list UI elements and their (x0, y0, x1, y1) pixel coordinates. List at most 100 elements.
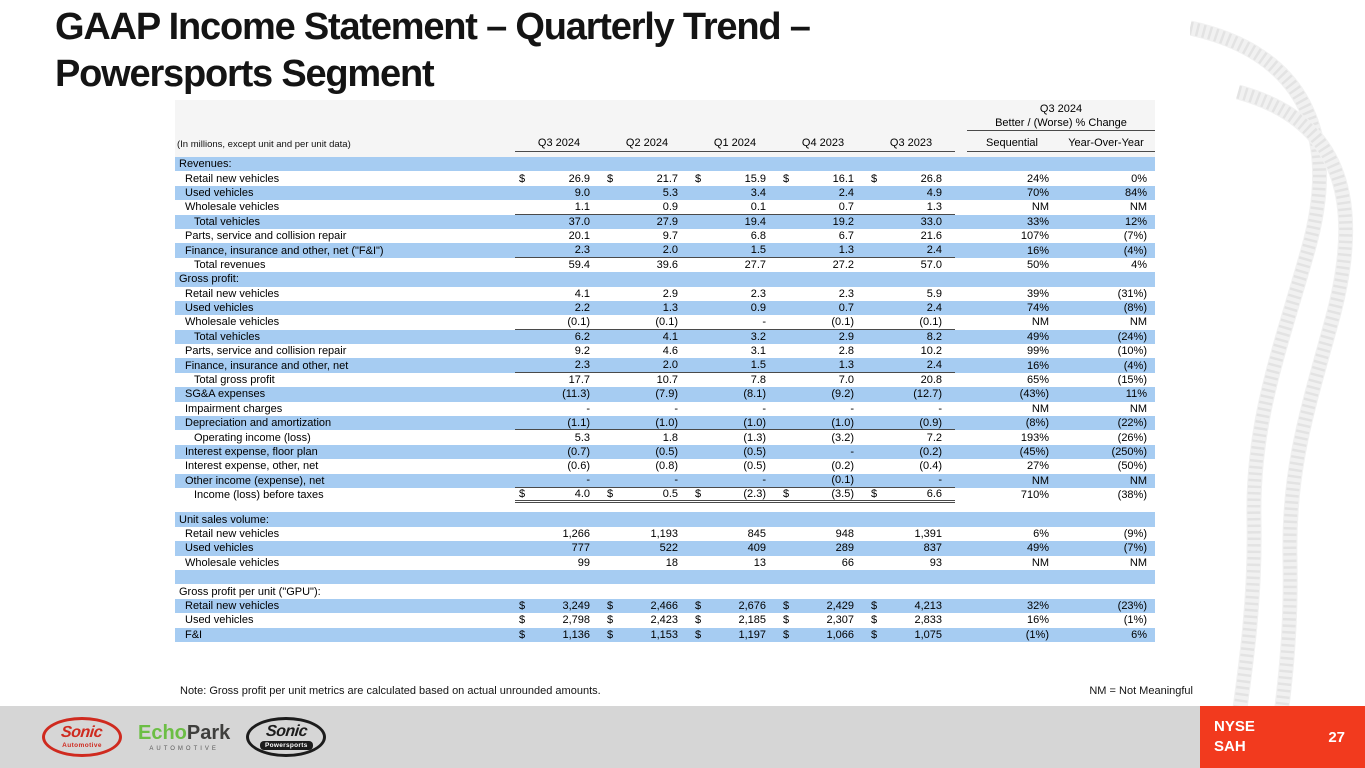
value-cell: 2.2 (515, 302, 603, 314)
value-cell: 1,266 (515, 528, 603, 540)
value-cell: 99 (515, 557, 603, 569)
value-cell: 2.4 (867, 244, 955, 256)
value-cells: 17.7 10.7 7.8 7.0 20.8 (515, 373, 955, 387)
value-cell: - (603, 474, 691, 486)
value-text: 2.4 (926, 359, 942, 372)
value-text: (0.2) (831, 460, 854, 473)
echopark-logo: EchoPark AUTOMOTIVE (138, 723, 230, 752)
sequential-change-cell: (1%) (1025, 628, 1049, 641)
value-text: 948 (835, 527, 854, 540)
row-label: Total revenues (194, 258, 266, 271)
value-text: 5.3 (662, 186, 678, 199)
value-cell: 20.8 (867, 374, 955, 386)
value-cell: $1,136 (515, 629, 603, 641)
value-text: 777 (571, 542, 590, 555)
value-text: 2.4 (926, 302, 942, 315)
value-text: 4.6 (662, 345, 678, 358)
value-text: 2,185 (738, 614, 766, 627)
value-text: 0.7 (838, 302, 854, 315)
value-cell: 2.0 (603, 359, 691, 371)
table-row: Total vehicles 37.0 27.9 19.4 19.2 33.0 33% 12% (175, 214, 1155, 229)
dollar-sign: $ (783, 599, 790, 612)
value-text: 9.0 (574, 186, 590, 199)
table-row: Finance, insurance and other, net 2.3 2.0 1… (175, 358, 1155, 373)
value-cell: - (691, 403, 779, 415)
value-cell: $4.0 (515, 488, 603, 500)
value-text: 21.6 (920, 230, 942, 243)
value-cell: (0.5) (691, 446, 779, 458)
value-text: 26.8 (920, 172, 942, 185)
table-row: Total vehicles 6.2 4.1 3.2 2.9 8.2 49% (24%) (175, 329, 1155, 345)
value-text: 15.9 (744, 172, 766, 185)
dollar-sign: $ (695, 172, 702, 185)
value-cell: 3.4 (691, 187, 779, 199)
value-cell: 1.3 (603, 302, 691, 314)
value-text: 2,798 (562, 614, 590, 627)
yoy-change-cell: NM (1129, 556, 1147, 569)
quarter-column-header: Q2 2024 (625, 137, 669, 149)
table-body: Revenues: Retail new vehicles $26.9 $21.7 $1… (175, 157, 1155, 642)
value-cells: 2.2 1.3 0.9 0.7 2.4 (515, 301, 955, 315)
value-cell: - (779, 446, 867, 458)
income-statement-table: Q3 2024 Better / (Worse) % Change (In mi… (175, 100, 1155, 642)
value-cell: - (779, 403, 867, 415)
value-cell: $ (2.3) (691, 488, 779, 500)
units-label: (In millions, except unit and per unit d… (177, 139, 351, 150)
sequential-change-cell: 33% (1026, 215, 1049, 228)
table-row: Depreciation and amortization (1.1) (1.0)(… (175, 416, 1155, 431)
value-cell: 27.7 (691, 259, 779, 271)
yoy-change-cell: (4%) (1123, 244, 1147, 257)
row-label: Retail new vehicles (185, 172, 280, 185)
value-cells: 59.4 39.6 27.7 27.2 57.0 (515, 258, 955, 272)
quarter-column-header: Q4 2023 (801, 137, 845, 149)
sequential-change-cell: (45%) (1019, 446, 1049, 458)
value-cell: 57.0 (867, 259, 955, 271)
yoy-change-cell: (250%) (1111, 446, 1147, 458)
value-cells: 777 522 409 289 837 (515, 541, 955, 555)
value-text: (0.8) (655, 460, 678, 473)
echopark-wordmark-park: Park (186, 721, 231, 744)
value-text: 0.5 (662, 487, 678, 500)
yoy-change-cell: (15%) (1117, 374, 1147, 387)
dollar-sign: $ (519, 172, 526, 185)
value-cell: 6.2 (515, 331, 603, 343)
value-text: 0.7 (838, 200, 854, 213)
value-cell: (0.4) (867, 460, 955, 472)
echopark-sub: AUTOMOTIVE (149, 745, 219, 752)
value-cell: 9.7 (603, 230, 691, 242)
value-cell: 4.1 (515, 288, 603, 300)
spacer-row (175, 569, 1155, 585)
value-cell: 777 (515, 542, 603, 554)
value-cell: (11.3) (515, 388, 603, 400)
value-text: (0.9) (919, 416, 942, 429)
value-text: 1.3 (838, 244, 854, 257)
table-header: Q3 2024 Better / (Worse) % Change (In mi… (175, 100, 1155, 157)
value-text: 1,066 (826, 628, 854, 641)
value-text: - (938, 474, 942, 487)
value-text: 1.3 (926, 200, 942, 213)
table-row: Other income (expense), net - - - (0.1) - NM NM (175, 473, 1155, 488)
yoy-change-cell: 11% (1125, 388, 1147, 401)
value-cell: 4.6 (603, 345, 691, 357)
value-text: (0.1) (567, 315, 590, 328)
value-text: 2.4 (926, 244, 942, 257)
table-row: Impairment charges - - - - - NM NM (175, 401, 1155, 417)
value-cell: $21.7 (603, 173, 691, 185)
value-cell: (1.3) (691, 432, 779, 444)
table-row: Used vehicles 777 522 409 289 837 49% (7%) (175, 541, 1155, 556)
value-text: (1.0) (743, 416, 766, 429)
value-text: 7.2 (926, 431, 942, 444)
value-cell: $2,429 (779, 600, 867, 612)
value-cells (515, 584, 955, 598)
yoy-change-cell: 6% (1131, 628, 1147, 641)
value-text: (8.1) (743, 388, 766, 401)
dollar-sign: $ (783, 172, 790, 185)
sequential-change-cell: 16% (1026, 614, 1049, 627)
value-text: 4.9 (926, 186, 942, 199)
dollar-sign: $ (519, 614, 526, 627)
sequential-change-cell: 50% (1026, 258, 1049, 271)
table-row: Retail new vehicles 4.1 2.9 2.3 2.3 5.9 39% (31… (175, 286, 1155, 301)
value-text: 2.3 (574, 359, 590, 372)
echopark-wordmark-echo: Echo (138, 721, 187, 744)
value-text: 7.0 (838, 374, 854, 387)
